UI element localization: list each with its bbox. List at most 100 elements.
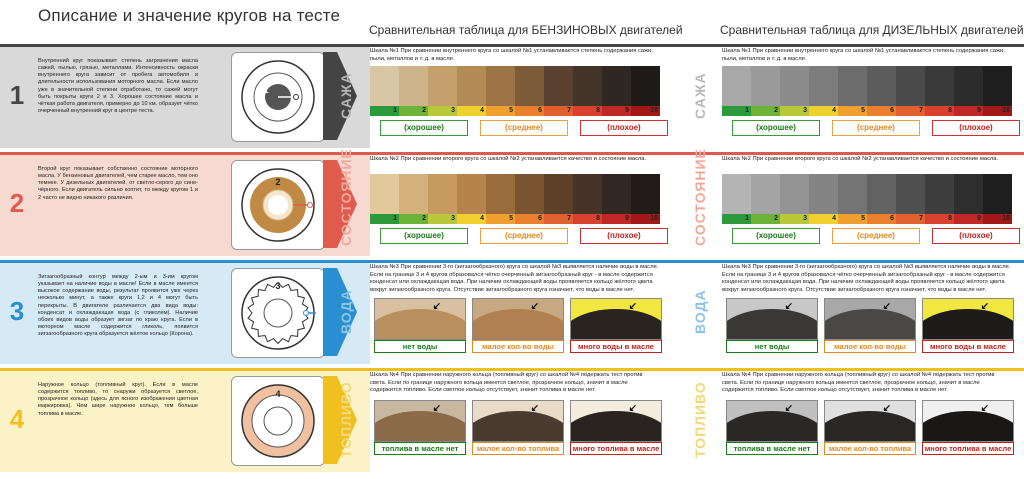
- circle-number-label: 1: [263, 85, 268, 95]
- scale-tick: 2: [399, 106, 428, 116]
- scale-swatch: [809, 174, 838, 214]
- test-circle-diagram: 4: [241, 384, 315, 458]
- arrow-icon: ↙: [784, 301, 793, 312]
- gas-scale-ticks: 1 2 3 4 5 6 7 8 9 10: [370, 214, 660, 224]
- mid-condition-label: (среднее): [832, 120, 920, 136]
- gas-scale-description: Шкала №1 При сравнении внутреннего круга…: [370, 48, 653, 62]
- scale-swatch: [631, 174, 660, 214]
- scale-tick: 10: [631, 106, 660, 116]
- sample-spot: [473, 411, 563, 441]
- sample-spot: [923, 411, 1013, 441]
- scale-tick: 1: [722, 106, 751, 116]
- scale-tick: 5: [838, 214, 867, 224]
- diesel-color-scale: [722, 66, 1012, 106]
- scale-tick: 9: [954, 214, 983, 224]
- scale-swatch: [751, 66, 780, 106]
- scale-swatch: [515, 174, 544, 214]
- scale-swatch: [602, 174, 631, 214]
- scale-swatch: [399, 66, 428, 106]
- scale-swatch: [573, 66, 602, 106]
- scale-tick: 2: [399, 214, 428, 224]
- scale-tick: 9: [954, 106, 983, 116]
- scale-tick: 9: [602, 214, 631, 224]
- category-vertical-label: САЖА: [692, 72, 708, 120]
- row-number: 4: [9, 404, 25, 434]
- row-divider: [0, 368, 1024, 371]
- mid-sample-photo: ↙: [824, 400, 916, 442]
- gas-color-scale: [370, 66, 660, 106]
- good-condition-label: (хорошее): [732, 120, 820, 136]
- mid-condition-label: (среднее): [480, 120, 568, 136]
- scale-swatch: [983, 174, 1012, 214]
- diesel-scale-description: Шкала №2 При сравнении второго круга со …: [722, 156, 999, 162]
- test-circle-diagram: 1: [241, 60, 315, 134]
- scale-swatch: [722, 174, 751, 214]
- circle-box: 1: [231, 52, 325, 142]
- test-circle-diagram: 2: [241, 168, 315, 242]
- mid-condition-label: (среднее): [480, 228, 568, 244]
- good-condition-label: (хорошее): [732, 228, 820, 244]
- scale-swatch: [370, 66, 399, 106]
- category-vertical-label: ТОПЛИВО: [338, 381, 354, 459]
- mid-result-label: малое кол-во топлива: [472, 442, 564, 455]
- scale-tick: 7: [896, 106, 925, 116]
- circle-number-label: 3: [275, 281, 280, 291]
- arrow-icon: ↙: [432, 301, 441, 312]
- scale-swatch: [751, 174, 780, 214]
- mid-sample-photo: ↙: [472, 400, 564, 442]
- scale-swatch: [896, 174, 925, 214]
- good-result-label: нет воды: [374, 340, 466, 353]
- scale-tick: 5: [486, 214, 515, 224]
- sample-spot: [923, 309, 1013, 339]
- row-number: 3: [9, 296, 25, 326]
- bad-result-label: много топлива в масле: [570, 442, 662, 455]
- arrow-icon: ↙: [980, 403, 989, 414]
- row-divider: [0, 152, 1024, 155]
- arrow-icon: ↙: [980, 301, 989, 312]
- scale-swatch: [457, 66, 486, 106]
- good-result-label: нет воды: [726, 340, 818, 353]
- row-2: 2 Второй круг показывает собственно состо…: [0, 148, 1024, 256]
- scale-tick: 10: [631, 214, 660, 224]
- gasoline-table-title: Сравнительная таблица для БЕНЗИНОВЫХ дви…: [369, 23, 683, 37]
- bad-result-label: много воды в масле: [570, 340, 662, 353]
- category-vertical-label: СОСТОЯНИЕ: [692, 148, 708, 246]
- scale-swatch: [486, 66, 515, 106]
- scale-swatch: [780, 174, 809, 214]
- good-result-label: топлива в масле нет: [374, 442, 466, 455]
- good-condition-label: (хорошее): [380, 120, 468, 136]
- arrow-icon: ↙: [628, 403, 637, 414]
- scale-swatch: [515, 66, 544, 106]
- test-circle-diagram: 3: [241, 276, 316, 350]
- scale-swatch: [631, 66, 660, 106]
- scale-tick: 3: [428, 214, 457, 224]
- good-sample-photo: ↙: [726, 400, 818, 442]
- diesel-scale-description: Шкала №3 При сравнении 3-го (зигзагообра…: [722, 264, 1011, 293]
- scale-tick: 1: [370, 106, 399, 116]
- scale-tick: 8: [925, 214, 954, 224]
- scale-tick: 3: [428, 106, 457, 116]
- scale-tick: 6: [515, 106, 544, 116]
- scale-tick: 10: [983, 214, 1012, 224]
- good-condition-label: (хорошее): [380, 228, 468, 244]
- category-vertical-label: ВОДА: [692, 289, 708, 335]
- row-3: 3 Зигзагообразный контур между 2-ым и 3-и…: [0, 260, 1024, 364]
- scale-swatch: [428, 66, 457, 106]
- scale-swatch: [925, 174, 954, 214]
- bad-sample-photo: ↙: [570, 400, 662, 442]
- sample-spot: [727, 411, 817, 441]
- mid-condition-label: (среднее): [832, 228, 920, 244]
- category-vertical-label: СОСТОЯНИЕ: [338, 148, 354, 246]
- scale-tick: 7: [544, 214, 573, 224]
- scale-tick: 6: [867, 106, 896, 116]
- scale-tick: 8: [573, 106, 602, 116]
- bad-sample-photo: ↙: [922, 298, 1014, 340]
- row-number: 1: [9, 80, 25, 110]
- row-divider: [0, 260, 1024, 263]
- scale-swatch: [457, 174, 486, 214]
- scale-swatch: [370, 174, 399, 214]
- row-divider: [0, 44, 1024, 47]
- circle-box: 2: [231, 160, 325, 250]
- mid-result-label: малое кол-во воды: [472, 340, 564, 353]
- sample-spot: [825, 411, 915, 441]
